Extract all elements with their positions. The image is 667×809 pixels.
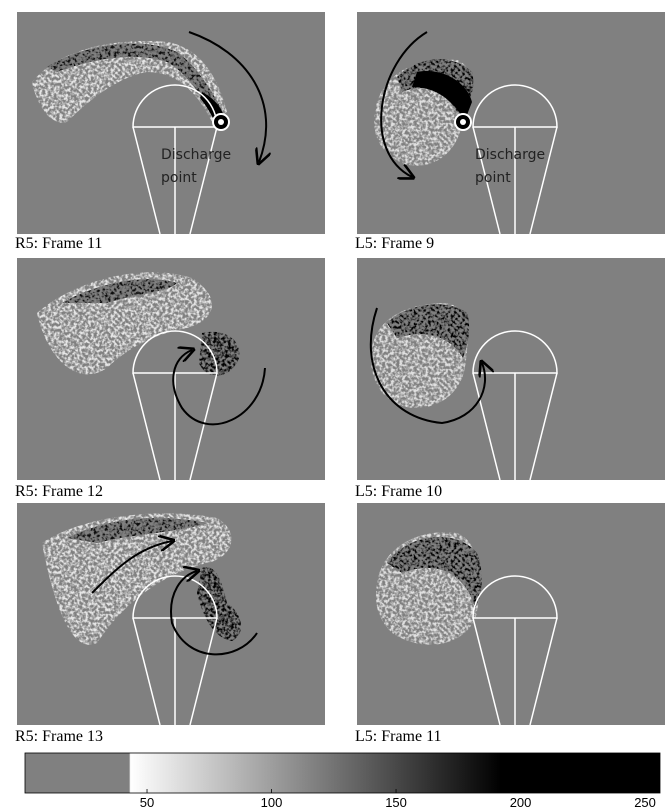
tick-label: 100 [261, 795, 283, 809]
annotation: Discharge [475, 147, 545, 163]
tick-label: 50 [140, 795, 154, 809]
tick-label: 250 [634, 795, 656, 809]
colorbar-ticks: 50 100 150 200 250 [140, 789, 656, 809]
caption: L5: Frame 11 [355, 728, 442, 745]
panel [357, 258, 665, 481]
panel [357, 503, 665, 726]
tick-label: 200 [510, 795, 532, 809]
caption: R5: Frame 11 [15, 235, 102, 252]
panel: Discharge point [17, 12, 325, 235]
colorbar [24, 752, 661, 794]
panel [17, 258, 325, 481]
caption: L5: Frame 9 [355, 235, 434, 252]
caption: L5: Frame 10 [355, 483, 442, 500]
caption: R5: Frame 12 [15, 483, 103, 500]
panel: Discharge point [357, 12, 665, 235]
caption: R5: Frame 13 [15, 728, 103, 745]
tick-label: 150 [385, 795, 407, 809]
annotation: point [161, 170, 197, 186]
panel [17, 503, 325, 726]
annotation: point [475, 170, 511, 186]
annotation: Discharge [161, 147, 231, 163]
